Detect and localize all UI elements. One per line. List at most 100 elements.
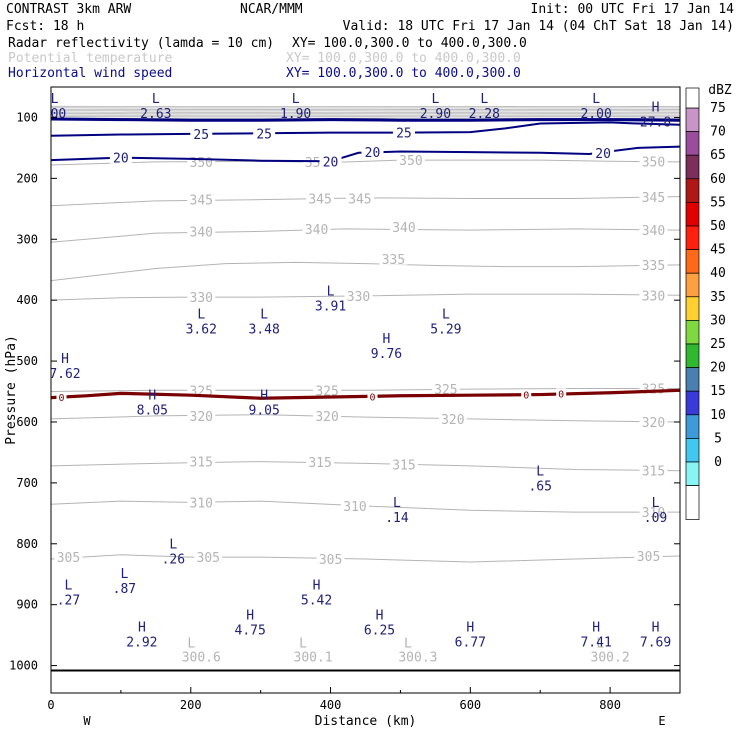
colorbar-swatch: [686, 391, 699, 415]
extremum-value: 5.42: [301, 593, 332, 608]
theta-label: 335: [382, 253, 405, 268]
extremum-high-marker: H: [592, 620, 600, 635]
colorbar-label: 5: [714, 431, 722, 446]
extremum-low-marker: L: [120, 567, 128, 582]
extremum-value: 3.91: [315, 299, 346, 314]
colorbar-swatch: [686, 320, 699, 344]
extremum-high-marker: H: [246, 608, 254, 623]
theta-label: 315: [190, 456, 213, 471]
field-2-xy: XY= 100.0,300.0 to 400.0,300.0: [286, 51, 521, 66]
extremum-value: 4.75: [235, 623, 266, 638]
wind-contour-25: [51, 122, 680, 135]
theta-label: 305: [197, 551, 220, 566]
theta-low-marker: L: [187, 636, 195, 651]
zero-label: 0: [523, 391, 529, 402]
y-tick-label: 700: [16, 476, 38, 490]
extremum-value: 6.77: [455, 635, 486, 650]
theta-min-label: 300.6: [182, 650, 221, 665]
theta-contour-335: [51, 262, 680, 280]
colorbar-label: 35: [710, 290, 726, 305]
wind-label: 25: [193, 128, 209, 143]
x-tick-label: 200: [180, 698, 202, 712]
zero-label: 0: [558, 389, 564, 400]
wind-label: 20: [323, 155, 339, 170]
y-tick-label: 600: [16, 415, 38, 429]
colorbar-swatch: [686, 179, 699, 203]
extremum-low-marker: L: [197, 307, 205, 322]
theta-min-label: 300.1: [294, 650, 333, 665]
colorbar-swatch: [686, 108, 699, 132]
extremum-high-marker: H: [138, 620, 146, 635]
theta-contour-340: [51, 229, 680, 242]
colorbar-label: 70: [710, 125, 726, 140]
theta-label: 310: [190, 496, 213, 511]
colorbar-swatch: [686, 438, 699, 462]
extremum-high-marker: H: [466, 620, 474, 635]
east-label: E: [658, 714, 665, 728]
extremum-low-marker: L: [652, 496, 660, 511]
theta-label: 340: [642, 224, 665, 239]
theta-label: 340: [392, 221, 415, 236]
extremum-value: 7.41: [580, 635, 611, 650]
colorbar-swatch: [686, 273, 699, 297]
theta-label: 335: [642, 259, 665, 274]
colorbar-label: 75: [710, 101, 726, 116]
field-2-name: Potential temperature: [8, 51, 173, 66]
extremum-value: 2.63: [140, 107, 171, 122]
colorbar-swatch: [686, 202, 699, 226]
extremum-high-marker: H: [652, 100, 660, 115]
extremum-low-marker: L: [592, 92, 600, 107]
x-tick-label: 600: [459, 698, 481, 712]
extremum-value: 3.62: [186, 322, 217, 337]
colorbar-label: 15: [710, 384, 726, 399]
extremum-value: .27: [57, 593, 80, 608]
extremum-value: 7.62: [49, 367, 80, 382]
colorbar-swatch: [686, 155, 699, 179]
theta-contour-315: [51, 462, 680, 471]
extremum-low-marker: L: [65, 578, 73, 593]
y-tick-label: 400: [16, 293, 38, 307]
field-1-xy: XY= 100.0,300.0 to 400.0,300.0: [292, 36, 527, 51]
colorbar-label: 60: [710, 172, 726, 187]
colorbar-swatch: [686, 368, 699, 392]
wind-label: 20: [595, 147, 611, 162]
theta-min-label: 300.3: [398, 650, 437, 665]
y-tick-label: 1000: [9, 659, 38, 673]
colorbar-label: 55: [710, 195, 726, 210]
center-title: NCAR/MMM: [240, 2, 303, 17]
extremum-value: 27.8: [640, 115, 671, 130]
theta-label: 305: [57, 551, 80, 566]
theta-label: 315: [642, 465, 665, 480]
theta-label: 350: [399, 154, 422, 169]
extremum-low-marker: L: [480, 92, 488, 107]
extremum-low-marker: L: [152, 92, 160, 107]
colorbar-bottom-blank: [686, 486, 699, 520]
wind-label: 25: [396, 127, 412, 142]
extremum-low-marker: L: [431, 92, 439, 107]
x-tick-label: 400: [320, 698, 342, 712]
extremum-value: 6.25: [364, 623, 395, 638]
reflectivity-zero-line: [51, 390, 680, 398]
theta-contour-305: [51, 555, 680, 562]
extremum-low-marker: L: [327, 284, 335, 299]
theta-label: 320: [441, 413, 464, 428]
colorbar-label: 45: [710, 243, 726, 258]
theta-label: 345: [348, 192, 371, 207]
colorbar-swatch: [686, 297, 699, 321]
y-tick-label: 300: [16, 232, 38, 246]
zero-label: 0: [58, 393, 64, 404]
west-label: W: [83, 714, 91, 728]
extremum-value: 1.90: [280, 107, 311, 122]
wind-label: 25: [256, 127, 272, 142]
y-tick-label: 200: [16, 171, 38, 185]
init-time: Init: 00 UTC Fri 17 Jan 14: [531, 2, 735, 17]
colorbar-label: 30: [710, 313, 726, 328]
colorbar-swatch: [686, 415, 699, 439]
extremum-high-marker: H: [383, 332, 391, 347]
theta-label: 320: [315, 410, 338, 425]
